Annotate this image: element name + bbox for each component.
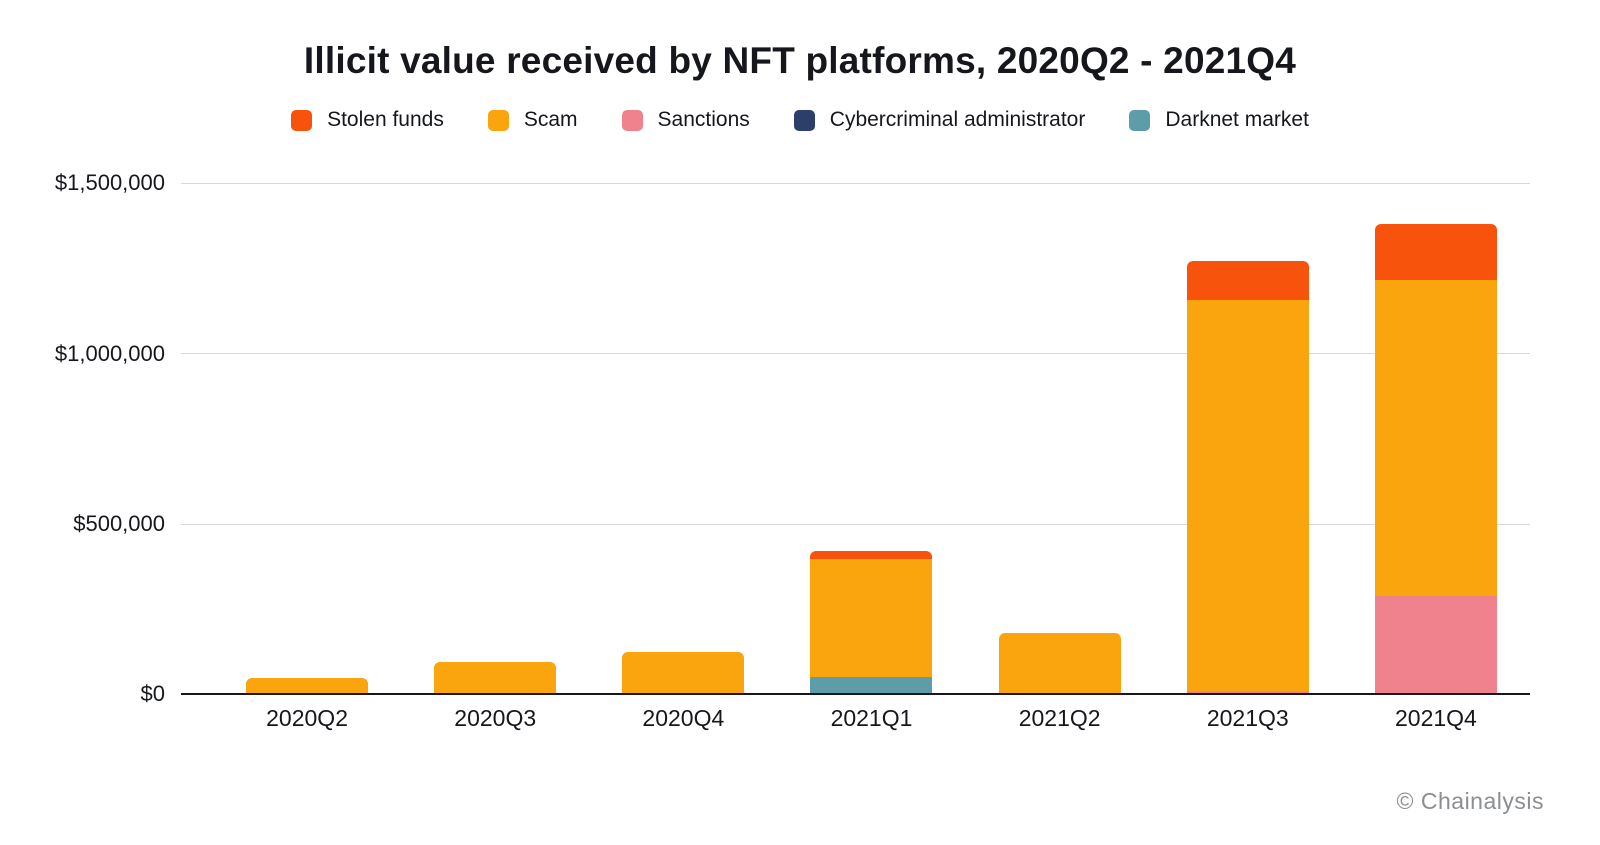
bar-segment-scam [998, 633, 1121, 693]
stacked-bar-2021q4 [1374, 223, 1497, 693]
stacked-bar-2020q3 [434, 662, 557, 693]
bar-segment-sanctions [1186, 690, 1309, 693]
bar-segment-scam [434, 662, 557, 693]
legend-item-sanctions: Sanctions [621, 108, 750, 132]
legend-item-darknet-market: Darknet market [1129, 108, 1309, 132]
bar-column-2021q4 [1342, 183, 1530, 693]
legend-label: Cybercriminal administrator [829, 108, 1086, 131]
legend-swatch-icon [1129, 109, 1151, 131]
y-axis-tick-label: $1,500,000 [54, 170, 165, 195]
gridline: $500,000 [73, 511, 1530, 536]
legend-item-stolen-funds: Stolen funds [291, 108, 444, 132]
attribution-text: © Chainalysis [1396, 788, 1544, 814]
legend-label: Scam [523, 108, 578, 131]
bar-segment-stolen-funds [1374, 223, 1497, 281]
plot-area: $0 $500,000 $1,000,000 $1,500,000 [55, 170, 1530, 706]
legend-label: Darknet market [1165, 108, 1309, 131]
stacked-bar-2021q3 [1186, 260, 1309, 693]
bar-segment-darknet-market [810, 676, 933, 693]
stacked-bar-2021q1 [810, 551, 933, 693]
bar-column-2020q4 [589, 183, 777, 693]
bar-segment-sanctions [1374, 595, 1497, 693]
legend-swatch-icon [793, 109, 815, 131]
bar-segment-scam [1186, 299, 1309, 691]
stacked-bar-2020q2 [246, 677, 369, 693]
legend-swatch-icon [291, 109, 313, 131]
gridline: $1,000,000 [55, 341, 1530, 366]
bar-column-2020q3 [401, 183, 589, 693]
y-axis-tick-label: $500,000 [73, 511, 165, 537]
legend-item-cybercriminal-administrator: Cybercriminal administrator [793, 108, 1086, 132]
x-axis-label-2021q2: 2021Q2 [1018, 705, 1101, 731]
stacked-bar-2021q2 [998, 633, 1121, 693]
legend-item-scam: Scam [487, 108, 578, 132]
bar-column-2020q2 [213, 183, 401, 693]
gridline: $1,500,000 [55, 170, 1530, 195]
stacked-bar-2020q4 [622, 652, 745, 693]
legend-label: Stolen funds [327, 108, 444, 131]
bar-column-2021q1 [777, 183, 965, 693]
x-axis-label-2021q3: 2021Q3 [1206, 705, 1289, 731]
x-axis-label-2021q1: 2021Q1 [830, 705, 913, 731]
legend-swatch-icon [487, 109, 509, 131]
y-axis-tick-label: $1,000,000 [54, 340, 165, 366]
x-axis-line: $0 [141, 681, 1530, 706]
bars-row [181, 183, 1530, 693]
legend: Stolen funds Scam Sanctions Cybercriminal a… [0, 104, 1600, 136]
bar-segment-scam [246, 677, 369, 693]
bar-column-2021q2 [966, 183, 1154, 693]
legend-swatch-icon [621, 109, 643, 131]
x-axis-label-2021q4: 2021Q4 [1394, 705, 1477, 731]
bar-segment-stolen-funds [810, 551, 933, 559]
bar-column-2021q3 [1154, 183, 1342, 693]
legend-label: Sanctions [657, 108, 750, 131]
x-axis-label-2020q2: 2020Q2 [266, 705, 348, 731]
bar-segment-scam [622, 652, 745, 693]
x-axis-labels: 2020Q2 2020Q3 2020Q4 2021Q1 2021Q2 2021Q3 2021… [181, 705, 1530, 732]
x-axis-label-2020q3: 2020Q3 [454, 705, 537, 731]
chart-title: Illicit value received by NFT platforms,… [303, 40, 1297, 81]
y-axis-tick-label: $0 [140, 681, 165, 706]
bar-segment-stolen-funds [1186, 260, 1309, 300]
x-axis-label-2020q4: 2020Q4 [642, 705, 725, 731]
bar-segment-scam [1374, 280, 1497, 596]
bar-segment-scam [810, 558, 933, 677]
